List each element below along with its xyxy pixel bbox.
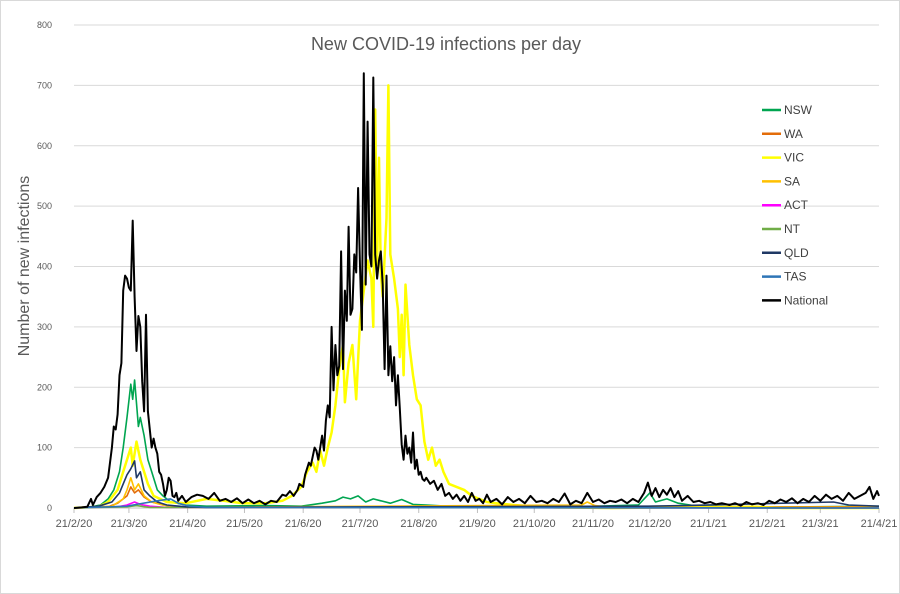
x-tick-label: 21/10/20 (513, 518, 556, 530)
x-tick-label: 21/9/20 (459, 518, 496, 530)
legend-label-wa: WA (784, 127, 803, 141)
series-line-national (73, 72, 880, 509)
y-tick-label: 400 (37, 262, 52, 272)
x-tick-label: 21/11/20 (572, 518, 614, 530)
x-tick-label: 21/1/21 (690, 518, 727, 530)
x-tick-label: 21/3/20 (111, 518, 148, 530)
x-tick-label: 21/2/20 (56, 518, 93, 530)
legend-label-vic: VIC (784, 151, 804, 165)
legend: NSW WA VIC SA ACT NT QLD TAS National (762, 103, 828, 307)
legend-label-national: National (784, 293, 828, 307)
series-line-qld (73, 460, 880, 509)
series-lines (73, 72, 880, 510)
legend-label-nt: NT (784, 222, 801, 236)
legend-label-nsw: NSW (784, 103, 813, 117)
y-tick-label: 600 (37, 141, 52, 151)
x-tick-label: 21/12/20 (628, 518, 671, 530)
axes: 0 100 200 300 400 500 600 700 800 21/2/20 21/3/20 2… (37, 20, 897, 530)
series-line-nsw (73, 379, 880, 509)
chart-title: New COVID-19 infections per day (311, 34, 581, 54)
y-tick-label: 300 (37, 322, 52, 332)
series-line-sa (73, 476, 879, 509)
x-tick-label: 21/4/20 (169, 518, 206, 530)
legend-label-tas: TAS (784, 270, 806, 284)
legend-label-qld: QLD (784, 246, 809, 260)
x-tick-label: 21/8/20 (400, 518, 437, 530)
y-tick-label: 0 (47, 503, 52, 513)
series-line-tas (73, 498, 880, 509)
y-tick-label: 700 (37, 80, 52, 90)
gridlines (74, 24, 879, 449)
y-tick-label: 500 (37, 201, 52, 211)
legend-label-act: ACT (784, 198, 809, 212)
x-tick-label: 21/7/20 (342, 518, 379, 530)
x-tick-label: 21/6/20 (285, 518, 322, 530)
x-tick-label: 21/3/21 (802, 518, 839, 530)
legend-label-sa: SA (784, 174, 800, 188)
y-tick-label: 800 (37, 20, 52, 30)
series-line-vic (73, 84, 879, 510)
y-tick-label: 100 (37, 443, 52, 453)
y-axis-label: Number of new infections (16, 176, 33, 357)
x-tick-label: 21/5/20 (226, 518, 263, 530)
y-tick-label: 200 (37, 382, 52, 392)
x-tick-label: 21/2/21 (749, 518, 786, 530)
x-tick-label: 21/4/21 (861, 518, 898, 530)
